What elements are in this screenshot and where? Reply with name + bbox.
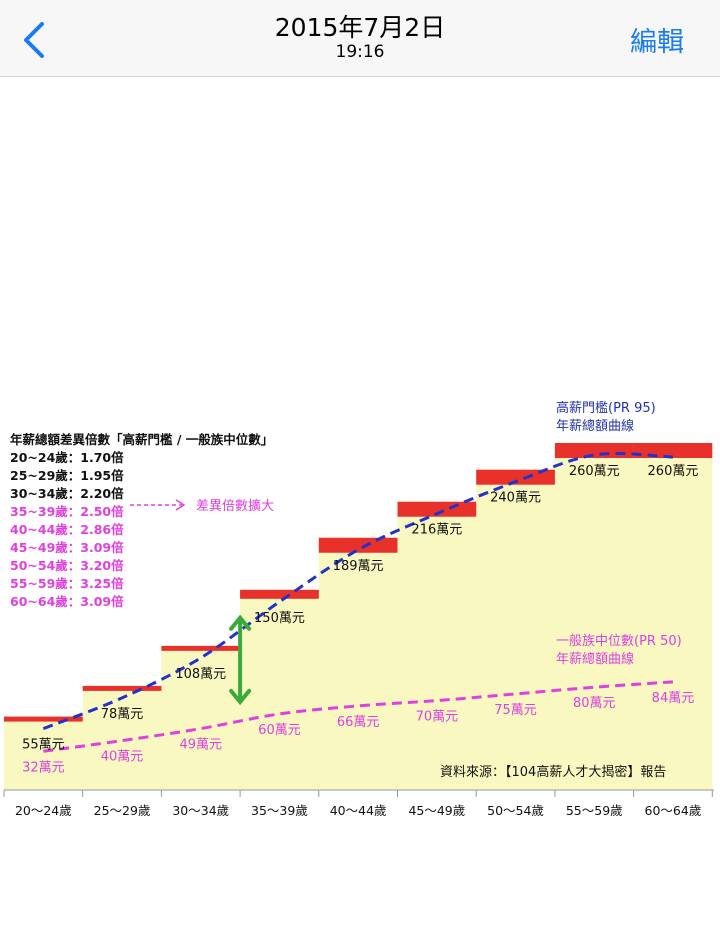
high-bar-2 — [82, 685, 162, 691]
high-bar-4 — [240, 589, 319, 599]
source-note: 資料來源：【104高薪人才大揭密】報告 — [440, 764, 666, 780]
navigation-bar: 2015年7月2日 19:16 編輯 — [0, 0, 720, 77]
ratio-item-9: 60~64歲：3.09倍 — [10, 594, 124, 609]
x-tick-label-7: 50～54歲 — [487, 803, 544, 818]
ratio-item-1: 20~24歲：1.70倍 — [10, 450, 124, 465]
high-value-label-9: 260萬元 — [648, 464, 699, 479]
gap-arrow-head-top — [229, 614, 252, 631]
high-bar-3 — [161, 645, 241, 651]
ratio-item-6: 45~49歲：3.09倍 — [10, 540, 124, 555]
photo-time: 19:16 — [335, 42, 385, 62]
median-value-label-5: 66萬元 — [337, 715, 380, 730]
median-value-label-1: 32萬元 — [22, 760, 65, 775]
x-tick-label-2: 25～29歲 — [94, 803, 151, 818]
high-series-title-1: 高薪門檻(PR 95) — [556, 400, 656, 416]
median-series-title-2: 年薪總額曲線 — [556, 651, 634, 667]
gap-arrow — [229, 614, 252, 706]
median-value-label-7: 75萬元 — [494, 703, 537, 718]
gap-arrow-head-bottom — [229, 688, 252, 706]
gap-note: 差異倍數擴大 — [196, 498, 274, 514]
high-value-label-5: 189萬元 — [333, 559, 384, 574]
high-bar-8 — [554, 443, 634, 458]
median-value-label-9: 84萬元 — [652, 691, 695, 706]
chevron-left-icon — [24, 22, 44, 58]
edit-button[interactable]: 編輯 — [630, 27, 684, 58]
ratio-item-5: 40~44歲：2.86倍 — [10, 522, 124, 537]
salary-chart: 55萬元 78萬元 108萬元 150萬元 189萬元 216萬元 240萬元 260萬元 26… — [3, 400, 714, 818]
median-value-label-3: 49萬元 — [179, 738, 222, 753]
salary-chart-image: 55萬元 78萬元 108萬元 150萬元 189萬元 216萬元 240萬元 260萬元 26… — [0, 385, 720, 835]
median-salary-curve — [43, 680, 674, 753]
median-value-label-6: 70萬元 — [416, 710, 459, 725]
x-tick-label-8: 55～59歲 — [566, 803, 623, 818]
high-value-label-3: 108萬元 — [175, 667, 226, 682]
x-tick-label-1: 20～24歲 — [15, 803, 72, 818]
median-value-label-8: 80萬元 — [573, 696, 616, 711]
high-bar-1 — [4, 716, 83, 722]
high-salary-area — [4, 443, 713, 790]
median-value-label-2: 40萬元 — [101, 750, 144, 765]
x-tick-label-6: 45～49歲 — [408, 803, 465, 818]
high-value-label-1: 55萬元 — [22, 738, 65, 753]
x-tick-label-3: 30～34歲 — [172, 803, 229, 818]
back-button[interactable] — [18, 18, 58, 58]
median-series-title-1: 一般族中位數(PR 50) — [556, 633, 682, 649]
high-value-label-4: 150萬元 — [254, 611, 305, 626]
gap-note-arrowhead — [175, 499, 186, 511]
x-tick-label-5: 40～44歲 — [330, 803, 387, 818]
ratio-item-7: 50~54歲：3.20倍 — [10, 558, 124, 573]
ratio-item-2: 25~29歲：1.95倍 — [10, 468, 124, 483]
median-value-label-4: 60萬元 — [258, 723, 301, 738]
high-bar-7 — [476, 469, 555, 485]
high-value-label-6: 216萬元 — [411, 523, 462, 538]
ratio-title: 年薪總額差異倍數「高薪門檻 / 一般族中位數」 — [10, 432, 273, 447]
ratio-item-8: 55~59歲：3.25倍 — [10, 576, 124, 591]
high-value-label-2: 78萬元 — [101, 707, 144, 722]
ratio-item-3: 30~34歲：2.20倍 — [10, 486, 124, 501]
high-value-label-7: 240萬元 — [490, 491, 541, 506]
x-tick-label-4: 35～39歲 — [251, 803, 308, 818]
high-value-label-8: 260萬元 — [569, 464, 620, 479]
high-bar-5 — [318, 537, 398, 553]
ratio-item-4: 35~39歲：2.50倍 — [10, 504, 124, 519]
photo-date: 2015年7月2日 — [274, 13, 446, 42]
x-tick-label-9: 60～64歲 — [645, 803, 702, 818]
high-series-title-2: 年薪總額曲線 — [556, 418, 634, 434]
